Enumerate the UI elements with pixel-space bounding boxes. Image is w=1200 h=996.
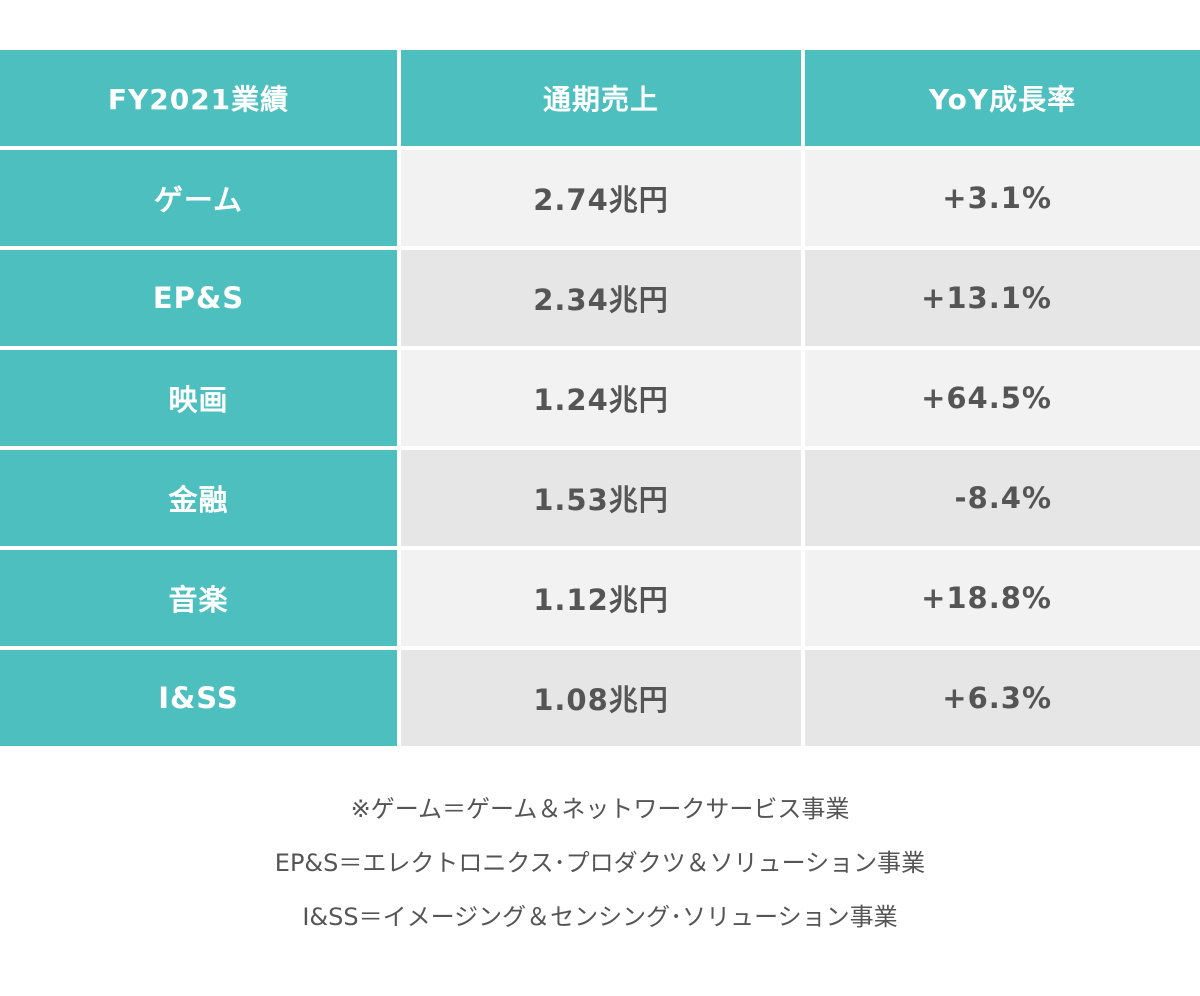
segment-cell: 金融 xyxy=(0,446,397,546)
footnote-game: ※ゲーム＝ゲーム＆ネットワークサービス事業 xyxy=(350,795,850,823)
sales-cell: 1.53兆円 xyxy=(397,446,801,546)
yoy-cell: +64.5% xyxy=(801,346,1200,446)
sales-cell: 2.74兆円 xyxy=(397,146,801,246)
yoy-cell: +13.1% xyxy=(801,246,1200,346)
yoy-cell: -8.4% xyxy=(801,446,1200,546)
table-row: 映画 1.24兆円 +64.5% xyxy=(0,346,1200,446)
table-row: EP&S 2.34兆円 +13.1% xyxy=(0,246,1200,346)
segment-cell: EP&S xyxy=(0,246,397,346)
table-row: ゲーム 2.74兆円 +3.1% xyxy=(0,146,1200,246)
table-row: I&SS 1.08兆円 +6.3% xyxy=(0,646,1200,746)
table-row: 金融 1.53兆円 -8.4% xyxy=(0,446,1200,546)
header-segment: FY2021業績 xyxy=(0,50,397,146)
segment-cell: 音楽 xyxy=(0,546,397,646)
header-row: FY2021業績 通期売上 YoY成長率 xyxy=(0,50,1200,146)
sales-cell: 1.08兆円 xyxy=(397,646,801,746)
segment-cell: I&SS xyxy=(0,646,397,746)
table-row: 音楽 1.12兆円 +18.8% xyxy=(0,546,1200,646)
sales-cell: 1.12兆円 xyxy=(397,546,801,646)
segment-cell: ゲーム xyxy=(0,146,397,246)
sales-cell: 2.34兆円 xyxy=(397,246,801,346)
header-sales: 通期売上 xyxy=(397,50,801,146)
yoy-cell: +6.3% xyxy=(801,646,1200,746)
segment-cell: 映画 xyxy=(0,346,397,446)
yoy-cell: +3.1% xyxy=(801,146,1200,246)
footnotes: ※ゲーム＝ゲーム＆ネットワークサービス事業 EP&S＝エレクトロニクス･プロダク… xyxy=(0,782,1200,944)
footnote-iss: I&SS＝イメージング＆センシング･ソリューション事業 xyxy=(302,903,898,931)
sales-cell: 1.24兆円 xyxy=(397,346,801,446)
performance-table: FY2021業績 通期売上 YoY成長率 ゲーム 2.74兆円 +3.1% EP… xyxy=(0,50,1200,746)
yoy-cell: +18.8% xyxy=(801,546,1200,646)
footnote-eps: EP&S＝エレクトロニクス･プロダクツ＆ソリューション事業 xyxy=(274,849,926,877)
header-yoy: YoY成長率 xyxy=(801,50,1200,146)
